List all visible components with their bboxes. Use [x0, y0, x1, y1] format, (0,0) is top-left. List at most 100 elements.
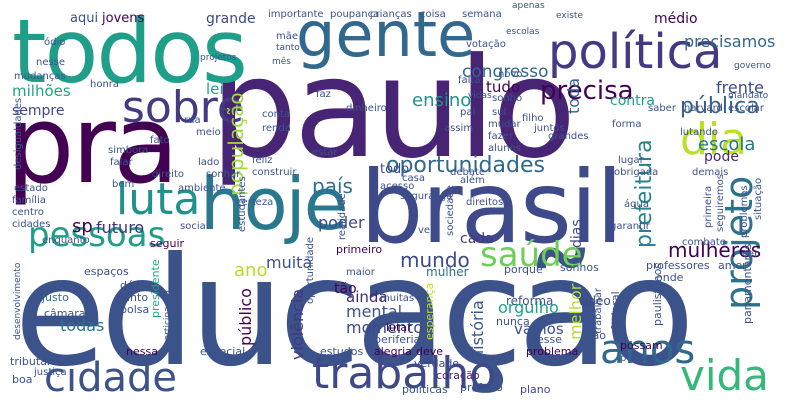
word-gente: gente	[296, 0, 476, 71]
word-cidades: cidades	[12, 219, 51, 230]
word-desse: desse	[530, 333, 562, 346]
word-precisamos: precisamos	[684, 32, 776, 51]
word-cidade: cidade	[44, 355, 178, 401]
word-espacos: espaços	[84, 265, 129, 278]
word-harvard: harvard	[684, 103, 723, 114]
word-grandes: grandes	[548, 131, 589, 142]
word-verdade: verdade	[414, 357, 460, 370]
word-mulheres: mulheres	[668, 238, 762, 262]
word-muita: muita	[266, 253, 313, 272]
word-tributaria: tributária	[10, 355, 62, 368]
word-pode: pode	[704, 149, 739, 165]
word-junto: junto	[120, 291, 149, 304]
word-politicas: políticas	[402, 383, 448, 396]
word-faz: faz	[316, 89, 331, 100]
word-periferias: periferias	[374, 333, 427, 346]
word-porque: porque	[504, 263, 543, 276]
word-precisa: precisa	[540, 76, 634, 106]
word-brasil: brasil	[360, 149, 624, 266]
word-pais: país	[312, 174, 353, 198]
word-reforma: reforma	[506, 294, 554, 308]
word-agua: água	[624, 199, 649, 210]
word-coracao: coração	[436, 369, 480, 382]
word-direito: direito	[152, 169, 184, 180]
word-congresso: congresso	[462, 62, 549, 82]
word-especial: especial	[200, 345, 246, 358]
word-novo: novo	[498, 69, 523, 80]
word-video: vídeo	[578, 294, 611, 308]
word-sonho: sonho	[492, 93, 523, 104]
word-plano: plano	[520, 383, 551, 396]
word-votacao: votação	[466, 39, 506, 50]
word-poupanca: poupança	[330, 9, 380, 20]
word-poder: poder	[318, 213, 365, 232]
word-escolas: escolas	[506, 27, 540, 37]
word-juntos: juntos	[534, 123, 565, 134]
word-fato: fato	[150, 135, 170, 146]
word-sobre: sobre	[122, 82, 244, 133]
word-debate: debate	[450, 167, 486, 178]
word-semana: semana	[462, 9, 502, 20]
word-certeza: certeza	[236, 197, 274, 208]
word-historia: história	[468, 300, 487, 360]
word-sonhos: sonhos	[560, 261, 599, 274]
word-ensino: ensino	[412, 90, 472, 111]
word-assim: assim	[444, 123, 474, 134]
word-tudo: tudo	[486, 78, 521, 96]
word-lutar: lutar	[386, 321, 412, 334]
word-todas: todas	[60, 316, 105, 335]
word-alem: além	[460, 175, 485, 186]
word-social: social	[180, 221, 209, 232]
word-todo: todo	[380, 162, 410, 177]
word-filho: filho	[522, 113, 544, 124]
word-amor: amor	[718, 259, 747, 272]
word-bem: bem	[112, 179, 135, 190]
word-estar: estar	[312, 147, 338, 158]
word-lado: lado	[198, 157, 220, 168]
word-justo: justo	[42, 291, 69, 304]
word-tanto: tanto	[276, 43, 300, 53]
word-toda: toda	[564, 77, 583, 114]
word-conta: conta	[262, 109, 291, 120]
word-tao: tão	[334, 281, 357, 297]
word-mulher: mulher	[426, 265, 469, 279]
word-honra: honra	[90, 79, 120, 90]
word-mae: mãe	[276, 31, 299, 42]
word-politica: política	[548, 24, 723, 80]
word-bolsa: bolsa	[120, 303, 150, 316]
word-sempre: sempre	[12, 103, 65, 119]
word-problemas: problemas	[739, 185, 750, 238]
word-possam: possam	[620, 339, 663, 352]
word-da: dá	[120, 279, 134, 292]
word-projeto: saúde	[480, 235, 583, 275]
word-projetos: projetos	[200, 53, 237, 63]
word-justica: justiça	[34, 367, 67, 378]
word-jovens: jovens	[102, 11, 145, 26]
word-alunos: alunos	[488, 143, 521, 154]
word-oportunidade: oportunidade	[305, 236, 316, 304]
word-ver: ver	[742, 249, 759, 260]
word-falar: falar	[110, 157, 133, 168]
word-boa: boa	[12, 373, 33, 386]
word-fazer: fazer	[488, 131, 514, 142]
word-desigualdades: desigualdades	[13, 97, 24, 170]
word-melhor: melhor	[566, 283, 585, 340]
word-familia: família	[12, 195, 46, 206]
word-centro: centro	[12, 207, 44, 218]
word-vamos: vamos	[514, 320, 564, 338]
word-mental: mental	[346, 302, 403, 321]
word-dias: dias	[569, 219, 585, 248]
word-ano: ano	[234, 260, 268, 281]
word-forma: forma	[612, 119, 642, 130]
word-vidas: vidas	[468, 91, 492, 101]
word-dinheiro: dinheiro	[346, 103, 387, 114]
word-mundo: mundo	[400, 248, 470, 272]
word-todos: todos	[12, 0, 248, 103]
word-meio: meio	[196, 127, 221, 138]
word-primeiro: primeiro	[336, 243, 383, 256]
word-criancas: crianças	[370, 9, 412, 20]
word-situacao: situação	[753, 177, 764, 220]
word-direitos: direitos	[466, 197, 504, 208]
word-seguranca: segurança	[400, 191, 453, 202]
